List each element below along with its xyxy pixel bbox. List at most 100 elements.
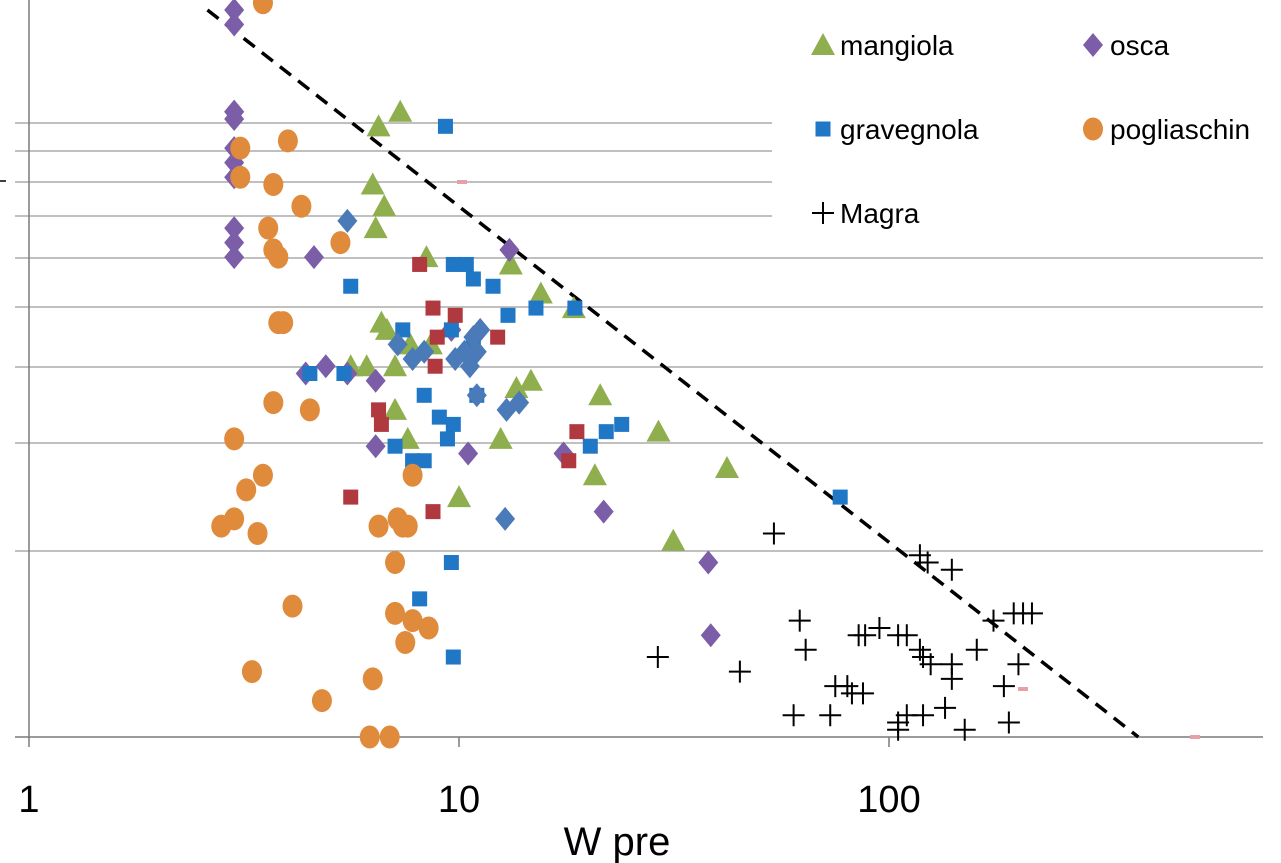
point-Magra (887, 718, 910, 741)
point-mangiola (383, 397, 408, 420)
point-gravegnola (445, 256, 461, 272)
point-gravegnola (582, 438, 598, 454)
point-mangiola (588, 383, 613, 406)
point-Magra (916, 551, 939, 574)
point-mangiola (374, 317, 399, 340)
point-mangiola (582, 463, 607, 486)
legend-marker-gravegnola (815, 121, 831, 137)
point-steelblue_series (337, 208, 358, 233)
legend-item-Magra: Magra (812, 198, 920, 229)
point-pogliaschina (247, 521, 268, 545)
series-Magra (646, 522, 1043, 741)
point-mangiola (661, 528, 686, 551)
point-pogliaschina (362, 667, 383, 691)
legend-marker-Magra (812, 202, 834, 224)
point-osca (365, 368, 386, 393)
point-mangiola (504, 376, 529, 399)
point-pogliaschina (263, 391, 284, 415)
point-pogliaschina (402, 463, 423, 487)
point-gravegnola (387, 438, 403, 454)
point-mangiola (398, 332, 423, 355)
point-mangiola (528, 281, 553, 304)
point-red_series (371, 402, 387, 418)
point-Magra (997, 711, 1020, 734)
point-pogliaschina (282, 594, 303, 618)
point-pogliaschina (299, 398, 320, 422)
x-tick-labels: 1 10 100 (18, 779, 920, 821)
minor-mark-0 (457, 180, 467, 184)
point-gravegnola (302, 366, 318, 381)
point-mangiola (714, 456, 739, 479)
point-mangiola (488, 426, 513, 449)
point-mangiola (363, 216, 388, 239)
point-gravegnola (445, 649, 461, 665)
point-pogliaschina (402, 609, 423, 633)
point-pogliaschina (395, 630, 416, 654)
point-Magra (868, 616, 891, 639)
point-red_series (490, 329, 506, 345)
point-pogliaschina (224, 507, 245, 531)
point-Magra (953, 718, 976, 741)
point-pogliaschina (397, 514, 418, 538)
point-pogliaschina (277, 129, 298, 153)
legend-item-osca: osca (1083, 30, 1170, 61)
legend-label-mangiola: mangiola (840, 30, 954, 61)
series-steelblue_series (337, 208, 530, 531)
point-osca (224, 12, 245, 37)
point-gravegnola (458, 256, 474, 272)
point-pogliaschina (241, 660, 262, 684)
point-gravegnola (439, 431, 455, 447)
point-osca (303, 245, 324, 270)
point-Magra (794, 638, 817, 661)
x-tick-label: 10 (438, 779, 480, 821)
trend-line-group (206, 8, 1140, 739)
point-Magra (1020, 602, 1043, 625)
point-osca (224, 245, 245, 270)
point-mangiola (388, 99, 413, 122)
legend-label-osca: osca (1110, 30, 1170, 61)
axes (0, 0, 1263, 747)
point-pogliaschina (368, 514, 389, 538)
point-pogliaschina (418, 616, 439, 640)
point-Magra (919, 653, 942, 676)
x-tick-label: 100 (857, 779, 920, 821)
legend-item-mangiola: mangiola (811, 30, 954, 61)
gridlines (15, 122, 1263, 552)
legend: mangiola osca gravegnola pogliaschin Magra (811, 30, 1250, 229)
point-gravegnola (395, 322, 411, 338)
point-gravegnola (485, 278, 501, 294)
point-Magra (982, 609, 1005, 632)
point-Magra (965, 638, 988, 661)
point-red_series (373, 416, 389, 432)
point-Magra (940, 667, 963, 690)
point-gravegnola (343, 278, 359, 294)
point-Magra (762, 522, 785, 545)
point-osca (499, 237, 520, 262)
point-red_series (447, 307, 463, 323)
point-pogliaschina (263, 172, 284, 196)
point-osca (593, 499, 614, 524)
point-Magra (819, 704, 842, 727)
point-gravegnola (443, 555, 459, 571)
x-axis-title: W pre (564, 820, 671, 863)
point-pogliaschina (268, 311, 289, 335)
point-gravegnola (832, 489, 848, 505)
series-gravegnola (302, 118, 848, 665)
point-gravegnola (416, 453, 432, 469)
point-gravegnola (614, 416, 630, 432)
point-Magra (1007, 653, 1030, 676)
point-Magra (934, 696, 957, 719)
point-mangiola (447, 485, 471, 508)
point-gravegnola (443, 322, 459, 338)
point-osca (224, 216, 245, 241)
point-osca (224, 230, 245, 255)
point-gravegnola (431, 409, 447, 425)
point-pogliaschina (230, 165, 251, 189)
point-steelblue_series (387, 332, 408, 357)
point-gravegnola (598, 424, 614, 440)
point-Magra (992, 675, 1015, 698)
point-red_series (425, 300, 441, 316)
point-Magra (646, 646, 669, 669)
point-mangiola (518, 368, 543, 391)
